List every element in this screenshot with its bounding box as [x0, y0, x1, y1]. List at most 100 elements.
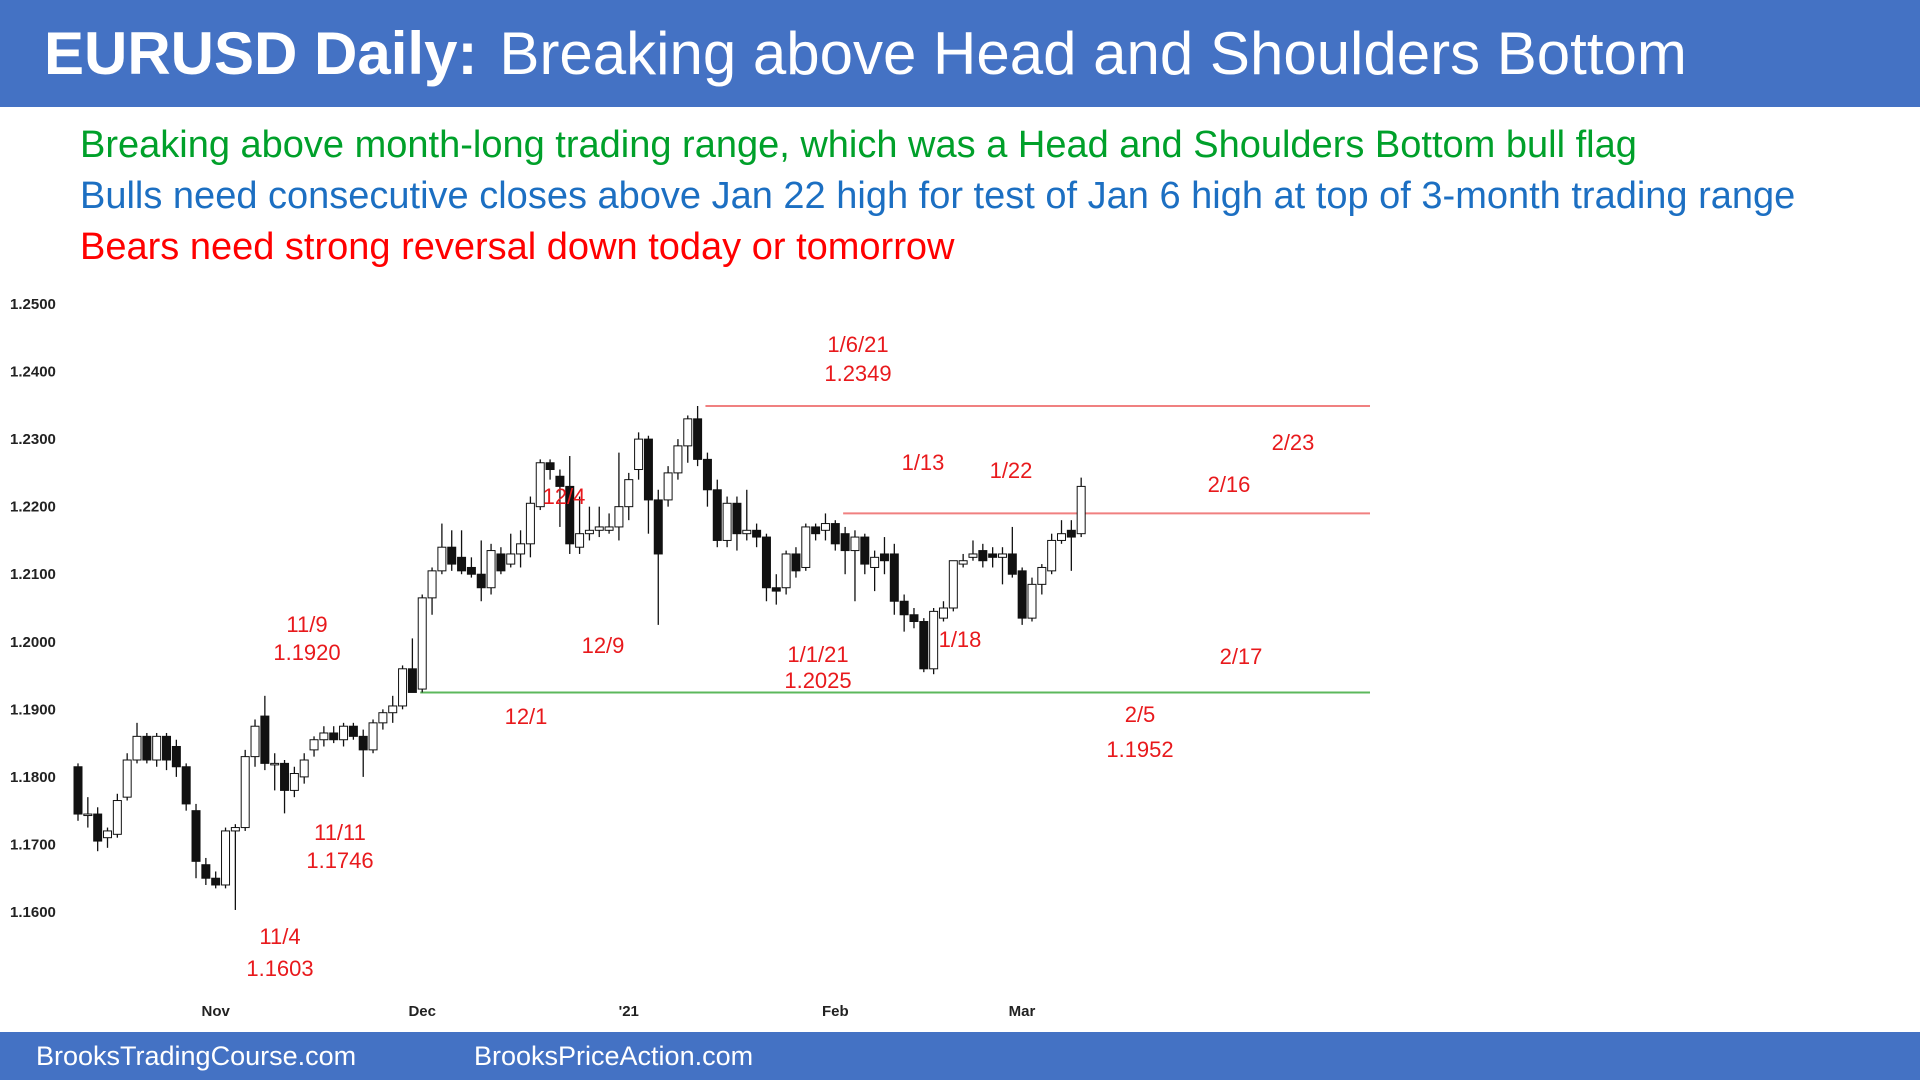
annotation-date: 1/18: [939, 627, 982, 652]
candle-body-bull: [1027, 583, 1037, 619]
candle-body-bull: [781, 553, 791, 589]
candle-body-bear: [761, 536, 771, 589]
candle: [1047, 533, 1057, 575]
candle-body-bull: [132, 735, 142, 761]
candle-body-bull: [575, 533, 585, 548]
candle-body-bull: [506, 553, 516, 565]
candle: [1076, 477, 1086, 538]
candle-body-bear: [407, 668, 417, 693]
candle: [722, 496, 732, 548]
candle: [889, 543, 899, 615]
candle: [466, 557, 476, 578]
title-bar: EURUSD Daily: Breaking above Head and Sh…: [0, 0, 1920, 107]
candles: [73, 406, 1086, 910]
candle: [909, 608, 919, 629]
candle: [221, 827, 231, 889]
candle-body-bear: [702, 458, 712, 491]
subtitle-line-1: Breaking above month-long trading range,…: [80, 124, 1637, 166]
candle-body-bull: [289, 773, 299, 791]
candle-body-bear: [712, 489, 722, 541]
candle-body-bull: [398, 668, 408, 707]
candle: [575, 496, 585, 554]
candle-body-bear: [447, 546, 457, 565]
candle: [83, 797, 93, 828]
candle-body-bear: [93, 813, 103, 842]
candle-body-bear: [496, 553, 506, 572]
candle-body-bull: [525, 502, 535, 545]
candle: [299, 753, 309, 784]
annotation-price: 1.1920: [273, 640, 340, 665]
candle-body-bear: [555, 475, 565, 487]
footer-link-brookstradingcourse[interactable]: BrooksTradingCourse.com: [36, 1041, 357, 1071]
candle-body-bull: [437, 546, 447, 572]
candle: [771, 574, 781, 605]
annotation-date: 11/4: [259, 924, 300, 949]
x-tick-label: Mar: [1009, 1003, 1036, 1020]
candle: [732, 496, 742, 551]
candle: [899, 594, 909, 632]
y-tick-label: 1.1600: [10, 904, 56, 921]
candle-body-bull: [929, 610, 939, 670]
candle-body-bear: [752, 529, 762, 538]
candle: [309, 736, 319, 757]
candle: [663, 466, 673, 507]
candle-body-bear: [348, 725, 358, 737]
candle: [457, 530, 467, 575]
candle-body-bull: [683, 418, 693, 447]
annotation-date: 12/4: [543, 484, 586, 509]
candle-body-bear: [830, 523, 840, 545]
candle-body-bull: [870, 556, 880, 568]
candle: [811, 523, 821, 541]
annotation-date: 11/11: [314, 820, 366, 845]
candle-body-bear: [201, 864, 211, 879]
subtitle-line-3: Bears need strong reversal down today or…: [80, 226, 955, 268]
candle: [938, 601, 948, 622]
candle: [978, 543, 988, 568]
candle-body-bull: [958, 560, 968, 565]
candle: [122, 753, 132, 801]
candle: [555, 469, 565, 527]
candle-body-bull: [112, 800, 122, 835]
candle-body-bear: [162, 735, 172, 761]
candle-body-bull: [820, 523, 830, 531]
candle-body-bear: [840, 533, 850, 552]
candle: [653, 489, 663, 625]
candle-body-bear: [457, 556, 467, 572]
candle: [545, 459, 555, 480]
candle: [280, 760, 290, 814]
candle-body-bear: [358, 735, 368, 751]
candle-body-bear: [142, 735, 152, 761]
footer-link-brookspriceaction[interactable]: BrooksPriceAction.com: [474, 1041, 754, 1071]
candle: [319, 726, 329, 747]
y-tick-label: 1.1700: [10, 836, 56, 853]
candle: [289, 766, 299, 798]
candle: [673, 439, 683, 480]
candle: [388, 695, 398, 723]
annotation-price: 1.1952: [1106, 737, 1173, 762]
candle-body-bull: [378, 712, 388, 724]
candle: [103, 827, 113, 848]
candle-body-bull: [614, 506, 624, 528]
candle-body-bull: [604, 526, 614, 531]
annotation-price: 1.1603: [246, 956, 313, 981]
candle-body-bull: [948, 560, 958, 609]
candle-body-bull: [742, 529, 752, 535]
chart-annotations: 11/9 1.1920 11/11 1.1746 11/4 1.1603 12/4 12/9 1…: [246, 332, 1314, 981]
candle-body-bull: [388, 705, 398, 714]
annotation-date: 1/6/21: [827, 332, 888, 357]
candle-body-bull: [299, 759, 309, 778]
candle: [339, 722, 349, 747]
candle: [594, 506, 604, 538]
candle-body-bull: [997, 553, 1007, 558]
annotation-date: 2/17: [1220, 644, 1263, 669]
candle: [919, 618, 929, 673]
candle-body-bear: [771, 587, 781, 592]
candle: [201, 857, 211, 885]
price-levels: [420, 405, 1370, 694]
candle: [634, 432, 644, 480]
candle-body-bull: [309, 739, 319, 751]
candle: [516, 530, 526, 568]
candle: [702, 452, 712, 507]
candle-body-bear: [260, 715, 270, 764]
annotation-price: 1.2349: [824, 361, 891, 386]
